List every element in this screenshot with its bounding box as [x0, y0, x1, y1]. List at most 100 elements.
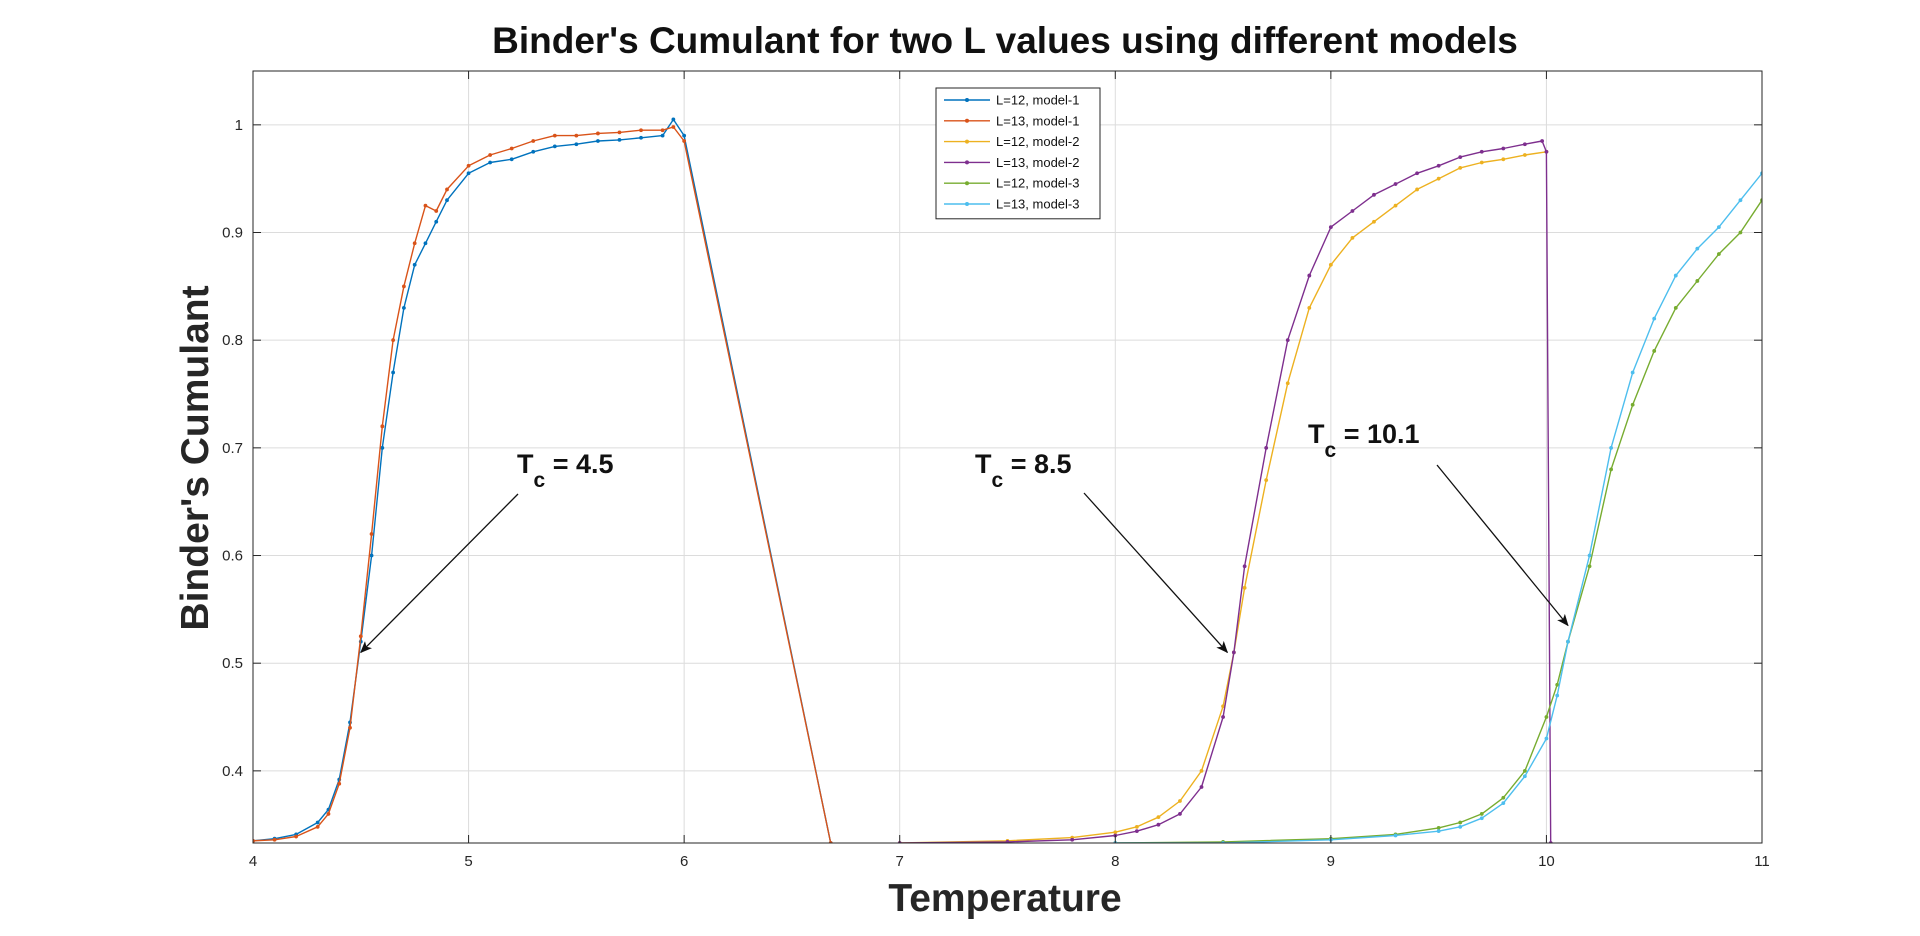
data-point [1242, 585, 1247, 590]
data-point [1231, 650, 1236, 655]
data-point [1372, 192, 1376, 197]
data-point [660, 133, 665, 138]
annotation-arrow [360, 493, 519, 654]
data-point [1113, 830, 1118, 835]
data-point [1695, 279, 1700, 283]
data-point [1328, 225, 1333, 230]
y-tick-label: 0.9 [222, 225, 243, 242]
data-point [596, 139, 600, 143]
data-point [509, 146, 514, 151]
legend-item: L=12, model-2 [944, 134, 1079, 149]
data-point [1501, 795, 1506, 800]
data-point [1393, 833, 1398, 838]
y-tick-label: 0.7 [222, 440, 243, 457]
legend-marker [965, 160, 969, 165]
data-point [412, 241, 417, 246]
data-point [1393, 203, 1398, 208]
data-point [1221, 704, 1225, 709]
x-tick-label: 9 [1327, 853, 1335, 870]
legend-item: L=12, model-3 [944, 176, 1079, 191]
data-point [531, 149, 536, 154]
data-point [1501, 146, 1506, 151]
y-axis-label: Binder's Cumulant [174, 285, 217, 630]
data-point [369, 553, 374, 558]
data-point [348, 725, 352, 730]
data-point [1716, 225, 1721, 230]
data-point [1738, 230, 1743, 235]
data-point [682, 133, 687, 138]
data-point [574, 133, 579, 138]
data-point [1566, 639, 1570, 644]
data-point [391, 338, 396, 343]
data-point [466, 171, 471, 176]
data-point [617, 138, 622, 142]
legend-label: L=13, model-1 [996, 113, 1079, 128]
y-tick-label: 0.6 [222, 548, 243, 565]
data-point [1350, 235, 1355, 240]
x-tick-label: 4 [249, 853, 257, 870]
data-point [1673, 273, 1678, 278]
data-point [1540, 139, 1545, 143]
data-point [1328, 262, 1333, 267]
data-point [294, 834, 299, 839]
legend-label: L=13, model-2 [996, 155, 1079, 170]
legend-label: L=12, model-2 [996, 134, 1079, 149]
data-point [1199, 768, 1204, 773]
data-point [1178, 812, 1182, 816]
data-point [1479, 816, 1484, 821]
data-point [596, 131, 600, 136]
data-point [1178, 799, 1182, 803]
data-point [1630, 370, 1635, 375]
y-tick-label: 0.8 [222, 332, 243, 349]
legend-marker [965, 139, 969, 144]
legend-label: L=13, model-3 [996, 197, 1079, 212]
data-point [1738, 198, 1743, 203]
data-point [1544, 149, 1549, 154]
x-tick-label: 6 [680, 853, 688, 870]
annotation-arrow [1436, 464, 1569, 627]
data-point [1285, 338, 1290, 343]
x-axis-label: Temperature [888, 877, 1121, 920]
legend-item: L=13, model-3 [944, 197, 1079, 212]
data-point [1695, 246, 1700, 251]
x-tick-label: 5 [464, 853, 472, 870]
series-2 [253, 125, 833, 843]
data-point [1458, 166, 1463, 170]
grid [253, 71, 1762, 843]
data-point [1544, 715, 1549, 719]
data-point [531, 139, 536, 143]
data-point [380, 424, 385, 429]
data-point [1372, 219, 1376, 224]
data-point [1156, 815, 1161, 820]
data-point [391, 370, 396, 375]
data-point [1285, 381, 1290, 386]
plot-frame [252, 70, 1763, 844]
legend-marker [965, 118, 969, 123]
data-point [1436, 829, 1441, 834]
data-point [1393, 182, 1398, 186]
data-point [1436, 176, 1441, 181]
data-point [1070, 837, 1075, 842]
data-point [1436, 826, 1441, 830]
data-point [660, 128, 665, 133]
data-point [1609, 445, 1613, 450]
data-point [639, 128, 643, 133]
data-point [1522, 768, 1527, 773]
series-1 [253, 117, 833, 843]
data-point [574, 142, 579, 147]
data-point [402, 305, 406, 310]
data-point [1479, 160, 1484, 165]
data-point [1415, 171, 1419, 176]
legend-marker [965, 202, 969, 206]
data-point [369, 532, 374, 536]
data-point [671, 117, 676, 122]
data-point [434, 219, 439, 224]
data-point [337, 781, 342, 786]
data-point [1307, 273, 1312, 278]
legend-item: L=13, model-1 [944, 113, 1079, 128]
data-point [1134, 824, 1139, 829]
data-point [1415, 187, 1419, 192]
data-point [402, 284, 406, 289]
data-point [412, 262, 417, 267]
data-point [1522, 774, 1527, 779]
